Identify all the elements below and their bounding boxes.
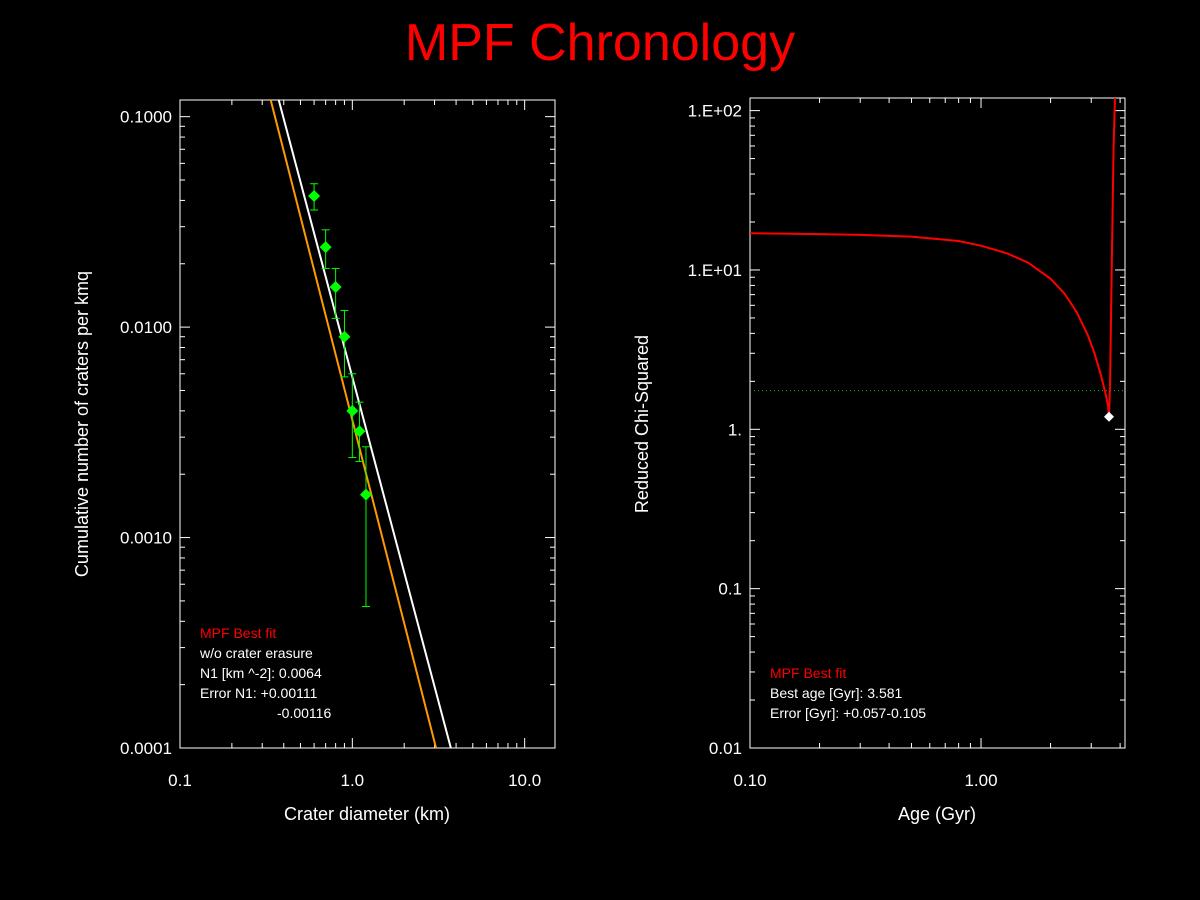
best-fit-marker	[1104, 411, 1115, 422]
data-point	[338, 330, 351, 343]
right-legend-line-2: Error [Gyr]: +0.057-0.105	[770, 705, 926, 721]
right-y-tick-label: 1.E+01	[688, 261, 742, 280]
right-plot-area	[750, 98, 1125, 422]
left-y-tick-label: 0.1000	[120, 108, 172, 127]
left-x-tick-label: 10.0	[508, 771, 541, 790]
right-x-axis-label: Age (Gyr)	[898, 804, 976, 824]
data-point	[319, 241, 332, 254]
left-y-tick-label: 0.0010	[120, 529, 172, 548]
left-y-axis-label: Cumulative number of craters per kmq	[72, 271, 92, 577]
data-point	[329, 281, 342, 294]
right-y-tick-label: 0.1	[718, 580, 742, 599]
left-plot-frame	[179, 99, 556, 749]
left-x-axis-label: Crater diameter (km)	[284, 804, 450, 824]
right-y-tick-label: 1.E+02	[688, 102, 742, 121]
left-legend: MPF Best fit w/o crater erasure N1 [km ^…	[199, 625, 331, 721]
data-point	[359, 488, 372, 501]
left-y-tick-label: 0.0001	[120, 739, 172, 758]
data-point	[353, 425, 366, 438]
left-legend-line-1: w/o crater erasure	[199, 645, 313, 661]
right-legend-title: MPF Best fit	[770, 665, 846, 681]
chi-squared-plot: 0.10 1.000.010.11.1.E+011.E+02 Age (Gyr) …	[632, 97, 1126, 824]
left-legend-line-2: N1 [km ^-2]: 0.0064	[200, 665, 322, 681]
page-title: MPF Chronology	[405, 14, 795, 72]
right-y-axis-label: Reduced Chi-Squared	[632, 335, 652, 513]
left-x-tick-label: 1.0	[341, 771, 365, 790]
right-legend: MPF Best fit Best age [Gyr]: 3.581 Error…	[770, 665, 926, 721]
data-point	[346, 404, 359, 417]
right-plot-frame	[749, 97, 1126, 749]
right-legend-line-1: Best age [Gyr]: 3.581	[770, 685, 903, 701]
right-ticks: 0.10 1.00 0.01 0.1 1. 1.E+01 1.E+02	[688, 98, 1125, 790]
left-series	[269, 100, 452, 748]
right-series	[750, 98, 1125, 422]
alt-fit-line	[269, 100, 437, 748]
fit-line	[277, 100, 452, 748]
left-legend-line-4: -0.00116	[277, 705, 331, 721]
right-y-tick-label: 1.	[728, 420, 742, 439]
right-x-tick-label: 0.10	[733, 771, 766, 790]
right-x-tick-label: 1.00	[964, 771, 997, 790]
left-legend-title: MPF Best fit	[200, 625, 276, 641]
left-x-tick-label: 0.1	[168, 771, 192, 790]
left-legend-line-3: Error N1: +0.00111	[200, 685, 318, 701]
left-ticks: 0.1 1.0 10.0 0.0001 0.0010 0.0100 0.1000	[120, 100, 555, 790]
data-point	[308, 189, 321, 202]
chi-squared-curve	[750, 98, 1116, 417]
right-y-tick-label: 0.01	[709, 739, 742, 758]
left-plot-area	[269, 100, 452, 748]
left-y-tick-label: 0.0100	[120, 318, 172, 337]
crater-plot: 0.1 1.0 10.0 0.0001 0.0010 0.0100 0.1000 Crate…	[72, 99, 556, 824]
